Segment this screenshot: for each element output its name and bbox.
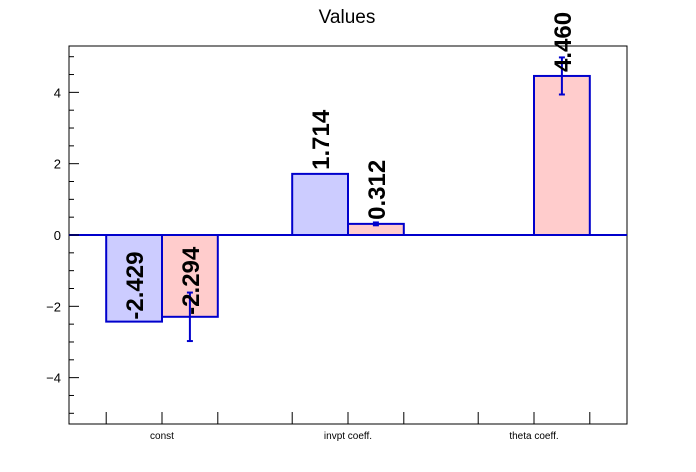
category-label: invpt coeff. — [324, 431, 372, 442]
chart-title: Values — [319, 7, 376, 28]
axes: −4 −2 0 2 4 const invpt coeff. theta coeff. — [46, 45, 628, 442]
y-tick-label: −4 — [46, 371, 61, 386]
bar — [105, 234, 163, 323]
value-label: 0.312 — [364, 160, 391, 220]
value-label: 1.714 — [308, 109, 335, 170]
bar — [533, 74, 591, 237]
bar — [291, 172, 350, 236]
value-label: 4.460 — [550, 12, 577, 72]
y-tick-label: −2 — [46, 299, 61, 314]
category-label: const — [150, 431, 174, 442]
value-label: -2.429 — [122, 252, 149, 320]
value-label: -2.294 — [178, 246, 205, 315]
y-tick-label: 2 — [54, 157, 61, 172]
value-labels: -2.429 1.714 -2.294 0.312 4.460 — [122, 12, 577, 320]
y-tick-label: 4 — [54, 85, 61, 100]
y-tick-label: 0 — [54, 228, 61, 243]
category-label: theta coeff. — [509, 431, 558, 442]
